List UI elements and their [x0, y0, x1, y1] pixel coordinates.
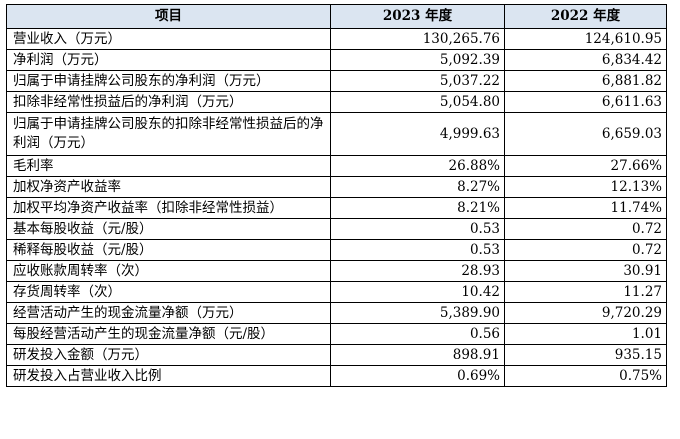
value-2023: 0.53 — [330, 239, 505, 261]
row-label: 归属于申请挂牌公司股东的扣除非经常性损益后的净利润（万元） — [6, 112, 331, 156]
row-label: 研发投入占营业收入比例 — [6, 365, 331, 387]
table-row: 毛利率 26.88% 27.66% — [6, 155, 667, 177]
value-2023: 898.91 — [330, 344, 505, 366]
value-2023: 26.88% — [330, 155, 505, 177]
table-row: 稀释每股收益（元/股） 0.53 0.72 — [6, 239, 667, 261]
value-2022: 0.72 — [504, 218, 667, 240]
row-label: 每股经营活动产生的现金流量净额（元/股） — [6, 323, 331, 345]
value-2023: 5,037.22 — [330, 70, 505, 92]
row-label: 加权平均净资产收益率（扣除非经常性损益） — [6, 197, 331, 219]
value-2023: 0.53 — [330, 218, 505, 240]
row-label: 存货周转率（次） — [6, 281, 331, 303]
value-2022: 12.13% — [504, 176, 667, 198]
table-row: 净利润（万元） 5,092.39 6,834.42 — [6, 49, 667, 71]
financial-indicators-table-container: 项目 2023 年度 2022 年度 营业收入（万元） 130,265.76 1… — [6, 4, 667, 387]
table-row: 应收账款周转率（次） 28.93 30.91 — [6, 260, 667, 282]
value-2022: 124,610.95 — [504, 28, 667, 50]
financial-indicators-table: 项目 2023 年度 2022 年度 营业收入（万元） 130,265.76 1… — [6, 4, 667, 387]
table-row: 加权净资产收益率 8.27% 12.13% — [6, 176, 667, 198]
row-label: 加权净资产收益率 — [6, 176, 331, 198]
table-row: 存货周转率（次） 10.42 11.27 — [6, 281, 667, 303]
value-2022: 935.15 — [504, 344, 667, 366]
header-2022: 2022 年度 — [504, 4, 667, 29]
table-row: 扣除非经常性损益后的净利润（万元） 5,054.80 6,611.63 — [6, 91, 667, 113]
row-label: 归属于申请挂牌公司股东的净利润（万元） — [6, 70, 331, 92]
value-2022: 0.75% — [504, 365, 667, 387]
value-2022: 1.01 — [504, 323, 667, 345]
value-2023: 8.21% — [330, 197, 505, 219]
value-2022: 6,881.82 — [504, 70, 667, 92]
value-2022: 30.91 — [504, 260, 667, 282]
value-2023: 0.69% — [330, 365, 505, 387]
row-label: 基本每股收益（元/股） — [6, 218, 331, 240]
table-row: 归属于申请挂牌公司股东的扣除非经常性损益后的净利润（万元） 4,999.63 6… — [6, 112, 667, 156]
header-2023: 2023 年度 — [330, 4, 505, 29]
value-2023: 130,265.76 — [330, 28, 505, 50]
row-label: 研发投入金额（万元） — [6, 344, 331, 366]
table-row: 归属于申请挂牌公司股东的净利润（万元） 5,037.22 6,881.82 — [6, 70, 667, 92]
table-row: 研发投入占营业收入比例 0.69% 0.75% — [6, 365, 667, 387]
row-label: 稀释每股收益（元/股） — [6, 239, 331, 261]
value-2022: 0.72 — [504, 239, 667, 261]
value-2022: 6,611.63 — [504, 91, 667, 113]
row-label: 经营活动产生的现金流量净额（万元） — [6, 302, 331, 324]
value-2023: 10.42 — [330, 281, 505, 303]
value-2023: 0.56 — [330, 323, 505, 345]
value-2023: 5,092.39 — [330, 49, 505, 71]
table-row: 每股经营活动产生的现金流量净额（元/股） 0.56 1.01 — [6, 323, 667, 345]
value-2023: 5,389.90 — [330, 302, 505, 324]
value-2022: 11.27 — [504, 281, 667, 303]
table-row: 研发投入金额（万元） 898.91 935.15 — [6, 344, 667, 366]
table-header-row: 项目 2023 年度 2022 年度 — [6, 4, 667, 29]
value-2023: 28.93 — [330, 260, 505, 282]
value-2022: 11.74% — [504, 197, 667, 219]
value-2022: 6,834.42 — [504, 49, 667, 71]
row-label: 扣除非经常性损益后的净利润（万元） — [6, 91, 331, 113]
value-2023: 4,999.63 — [330, 112, 505, 156]
table-row: 经营活动产生的现金流量净额（万元） 5,389.90 9,720.29 — [6, 302, 667, 324]
value-2022: 9,720.29 — [504, 302, 667, 324]
row-label: 毛利率 — [6, 155, 331, 177]
table-row: 营业收入（万元） 130,265.76 124,610.95 — [6, 28, 667, 50]
value-2022: 27.66% — [504, 155, 667, 177]
header-item: 项目 — [6, 4, 331, 29]
value-2023: 5,054.80 — [330, 91, 505, 113]
table-row: 基本每股收益（元/股） 0.53 0.72 — [6, 218, 667, 240]
table-row: 加权平均净资产收益率（扣除非经常性损益） 8.21% 11.74% — [6, 197, 667, 219]
row-label: 营业收入（万元） — [6, 28, 331, 50]
row-label: 应收账款周转率（次） — [6, 260, 331, 282]
value-2023: 8.27% — [330, 176, 505, 198]
value-2022: 6,659.03 — [504, 112, 667, 156]
row-label: 净利润（万元） — [6, 49, 331, 71]
